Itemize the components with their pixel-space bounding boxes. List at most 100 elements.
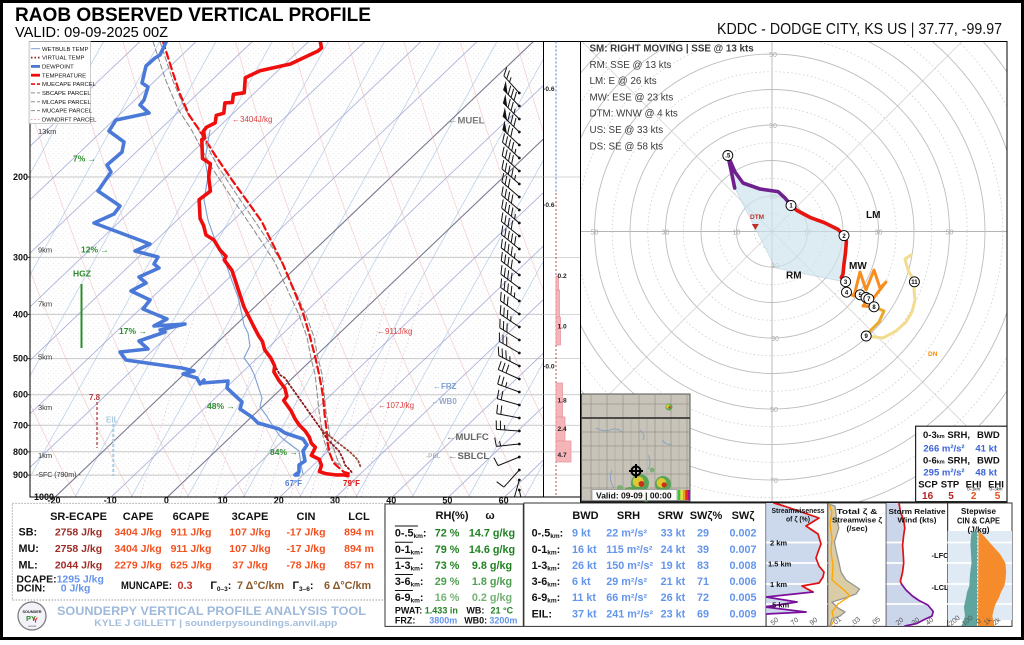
svg-text:←911J/kg: ←911J/kg (377, 327, 412, 336)
svg-text:1.0: 1.0 (558, 324, 567, 331)
svg-text:79°F: 79°F (343, 479, 360, 488)
svg-text:HGZ: HGZ (73, 269, 91, 279)
svg-text:1km: 1km (38, 451, 52, 460)
svg-text:295 m²/s²: 295 m²/s² (923, 468, 964, 479)
svg-text:SB:: SB: (19, 527, 38, 539)
svg-text:DTM: WNW @ 4 kts: DTM: WNW @ 4 kts (590, 109, 678, 120)
svg-text:3200m: 3200m (489, 616, 517, 626)
svg-text:911 J/kg: 911 J/kg (171, 527, 212, 539)
svg-text:30: 30 (875, 230, 883, 237)
svg-text:0-1km:: 0-1km: (532, 544, 561, 557)
svg-text:1.8 g/kg: 1.8 g/kg (472, 576, 512, 588)
svg-text:1-3km:: 1-3km: (532, 560, 561, 573)
svg-text:1.5 km: 1.5 km (768, 560, 792, 569)
svg-text:69: 69 (697, 608, 709, 620)
svg-text:700: 700 (13, 420, 28, 430)
svg-text:70: 70 (770, 478, 778, 485)
svg-text:TEMPERATURE: TEMPERATURE (42, 73, 86, 79)
svg-text:0.3: 0.3 (178, 580, 193, 592)
svg-text:19 kt: 19 kt (661, 560, 686, 572)
svg-text:SR-ECAPE: SR-ECAPE (50, 511, 107, 523)
svg-text:.5 km: .5 km (770, 601, 790, 610)
svg-text:5: 5 (948, 491, 954, 502)
svg-text:MU:: MU: (19, 543, 39, 555)
svg-text:0.2 g/kg: 0.2 g/kg (472, 592, 512, 604)
svg-text:13km: 13km (38, 127, 56, 136)
svg-text:PWAT:: PWAT: (395, 606, 422, 616)
svg-text:MUECAPE PARCEL: MUECAPE PARCEL (42, 82, 97, 88)
svg-text:WB0:: WB0: (464, 616, 487, 626)
svg-text:3404 J/kg: 3404 J/kg (114, 527, 161, 539)
svg-text:EIL:: EIL: (532, 608, 552, 620)
svg-text:72: 72 (697, 592, 709, 604)
svg-text:14.7 g/kg: 14.7 g/kg (469, 528, 515, 540)
svg-text:Valid: 09-09 | 00:00: Valid: 09-09 | 00:00 (596, 491, 672, 501)
svg-text:41 kt: 41 kt (975, 444, 997, 455)
svg-text:39: 39 (697, 544, 709, 556)
svg-text:71: 71 (697, 576, 709, 588)
svg-text:DN: DN (928, 351, 938, 358)
svg-text:17% →: 17% → (119, 326, 147, 336)
svg-text:0.009: 0.009 (729, 608, 756, 620)
svg-text:←MUEL: ←MUEL (448, 116, 485, 127)
svg-text:SWζ: SWζ (732, 510, 755, 522)
svg-text:21 kt: 21 kt (661, 576, 686, 588)
svg-text:-17 J/kg: -17 J/kg (286, 543, 325, 555)
svg-text:DWNDRFT PARCEL: DWNDRFT PARCEL (42, 118, 97, 124)
svg-text:29: 29 (697, 528, 709, 540)
svg-text:241 m²/s²: 241 m²/s² (606, 608, 653, 620)
svg-text:2279 J/kg: 2279 J/kg (114, 560, 161, 572)
svg-text:266 m²/s²: 266 m²/s² (923, 444, 964, 455)
svg-text:CIN: CIN (297, 511, 316, 523)
svg-text:50: 50 (591, 230, 599, 237)
svg-text:WETBULB TEMP: WETBULB TEMP (42, 47, 88, 53)
svg-text:DEWPOINT: DEWPOINT (42, 65, 74, 71)
svg-text:1-3km:: 1-3km: (395, 560, 424, 573)
svg-text:6CAPE: 6CAPE (173, 511, 210, 523)
svg-text:4.7: 4.7 (558, 452, 567, 459)
svg-text:Wind (kts): Wind (kts) (898, 516, 938, 525)
svg-text:2 km: 2 km (770, 539, 787, 548)
svg-text:MW: ESE @ 23 kts: MW: ESE @ 23 kts (590, 92, 674, 103)
svg-text:800: 800 (13, 447, 28, 457)
svg-text:107 J/kg: 107 J/kg (229, 527, 270, 539)
svg-text:BWD: BWD (572, 510, 598, 522)
svg-text:.5: .5 (725, 154, 731, 160)
svg-text:50: 50 (946, 230, 954, 237)
svg-text:7.8: 7.8 (89, 393, 101, 402)
svg-text:6 kt: 6 kt (572, 576, 591, 588)
svg-text:BWD: BWD (977, 430, 1000, 441)
svg-text:0-6km SRH,: 0-6km SRH, (923, 456, 970, 467)
svg-text:200: 200 (13, 172, 28, 182)
svg-text:900: 900 (13, 470, 28, 480)
svg-text:0.005: 0.005 (729, 592, 756, 604)
svg-text:30: 30 (769, 123, 777, 130)
svg-text:79 %: 79 % (435, 544, 460, 556)
svg-text:0 J/kg: 0 J/kg (61, 583, 91, 595)
svg-text:14.6 g/kg: 14.6 g/kg (469, 544, 515, 556)
svg-text:26 kt: 26 kt (661, 592, 686, 604)
svg-text:1.8: 1.8 (558, 398, 567, 405)
svg-text:894 m: 894 m (344, 527, 374, 539)
svg-text:0.002: 0.002 (729, 528, 756, 540)
svg-text:ML:: ML: (19, 560, 38, 572)
svg-text:DTM: DTM (750, 214, 764, 221)
svg-text:500: 500 (13, 354, 28, 364)
svg-text:11 kt: 11 kt (572, 592, 596, 604)
svg-text:0-1km:: 0-1km: (395, 544, 424, 557)
svg-text:3-6km:: 3-6km: (395, 576, 424, 589)
svg-text:2044 J/kg: 2044 J/kg (55, 560, 102, 572)
svg-text:←SBLCL: ←SBLCL (448, 451, 489, 462)
svg-text:24 kt: 24 kt (661, 544, 686, 556)
svg-text:SBCAPE PARCEL: SBCAPE PARCEL (42, 91, 91, 97)
svg-text:9km: 9km (38, 246, 52, 255)
svg-text:FRZ:: FRZ: (395, 616, 416, 626)
svg-text:66 m²/s²: 66 m²/s² (606, 592, 647, 604)
svg-text:RAOB OBSERVED VERTICAL PROFILE: RAOB OBSERVED VERTICAL PROFILE (15, 5, 371, 26)
svg-text:MUNCAPE:: MUNCAPE: (121, 580, 172, 592)
svg-text:0-3km SRH,: 0-3km SRH, (923, 430, 970, 441)
svg-text:3CAPE: 3CAPE (232, 511, 269, 523)
svg-text:30: 30 (771, 336, 779, 343)
svg-text:(/sec): (/sec) (847, 524, 869, 533)
svg-text:2758 J/kg: 2758 J/kg (55, 543, 102, 555)
